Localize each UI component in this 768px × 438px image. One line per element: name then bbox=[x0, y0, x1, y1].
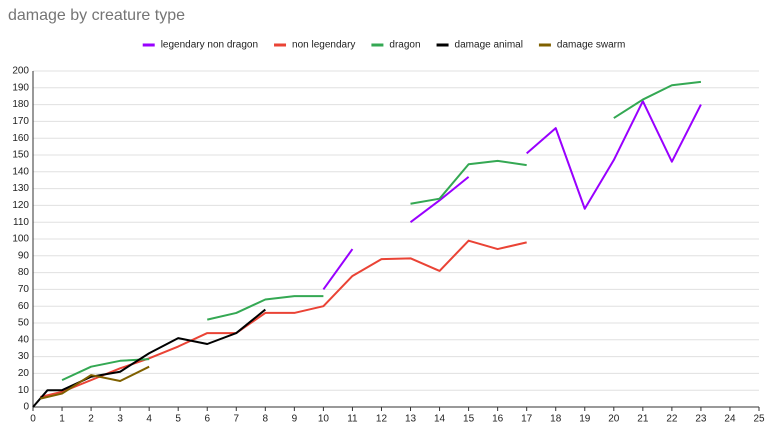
x-tick-label: 1 bbox=[59, 414, 65, 425]
x-tick-label: 16 bbox=[492, 414, 504, 425]
y-tick-label: 20 bbox=[18, 368, 30, 379]
x-tick-label: 23 bbox=[695, 414, 707, 425]
x-tick-label: 13 bbox=[405, 414, 417, 425]
x-tick-label: 9 bbox=[292, 414, 298, 425]
series-line bbox=[40, 365, 150, 400]
y-tick-label: 150 bbox=[12, 150, 29, 161]
y-tick-label: 110 bbox=[13, 217, 29, 228]
legend-label: legendary non dragon bbox=[161, 40, 258, 51]
x-tick-label: 15 bbox=[463, 414, 475, 425]
y-tick-label: 190 bbox=[12, 82, 29, 93]
y-tick-label: 0 bbox=[23, 402, 29, 413]
y-tick-label: 30 bbox=[18, 351, 30, 362]
x-tick-label: 10 bbox=[318, 414, 330, 425]
y-tick-label: 180 bbox=[12, 99, 29, 110]
x-tick-label: 25 bbox=[753, 414, 765, 425]
y-tick-label: 40 bbox=[18, 334, 30, 345]
y-tick-label: 140 bbox=[12, 166, 29, 177]
y-tick-label: 170 bbox=[12, 116, 29, 127]
y-tick-label: 200 bbox=[12, 66, 29, 77]
y-tick-label: 10 bbox=[18, 385, 30, 396]
legend-label: dragon bbox=[389, 40, 420, 51]
x-tick-label: 17 bbox=[521, 414, 533, 425]
series-line bbox=[61, 80, 702, 382]
y-tick-label: 120 bbox=[12, 200, 29, 211]
x-tick-label: 24 bbox=[724, 414, 736, 425]
series-line bbox=[40, 239, 527, 398]
x-tick-label: 22 bbox=[666, 414, 678, 425]
x-tick-label: 8 bbox=[263, 414, 269, 425]
y-tick-label: 50 bbox=[18, 318, 30, 329]
x-tick-label: 0 bbox=[30, 414, 36, 425]
x-tick-label: 5 bbox=[175, 414, 181, 425]
x-tick-label: 6 bbox=[204, 414, 210, 425]
y-tick-label: 160 bbox=[12, 133, 29, 144]
legend-label: damage swarm bbox=[557, 40, 625, 51]
series-line bbox=[32, 308, 266, 408]
x-tick-label: 11 bbox=[347, 414, 358, 425]
x-tick-label: 4 bbox=[146, 414, 152, 425]
chart-title: damage by creature type bbox=[8, 7, 185, 24]
x-tick-label: 14 bbox=[434, 414, 446, 425]
x-tick-label: 18 bbox=[550, 414, 562, 425]
x-tick-label: 21 bbox=[637, 414, 649, 425]
series-line bbox=[322, 100, 702, 290]
legend: legendary non dragon non legendary dragon d… bbox=[142, 40, 625, 51]
x-tick-label: 2 bbox=[88, 414, 94, 425]
y-tick-label: 70 bbox=[18, 284, 30, 295]
y-tick-label: 90 bbox=[18, 250, 30, 261]
legend-label: non legendary bbox=[292, 40, 355, 51]
y-tick-label: 80 bbox=[18, 267, 30, 278]
x-tick-label: 7 bbox=[233, 414, 239, 425]
y-tick-label: 100 bbox=[12, 234, 29, 245]
x-tick-label: 19 bbox=[579, 414, 591, 425]
y-tick-label: 60 bbox=[18, 301, 30, 312]
x-tick-label: 3 bbox=[117, 414, 123, 425]
x-tick-label: 12 bbox=[376, 414, 388, 425]
x-tick-label: 20 bbox=[608, 414, 620, 425]
legend-label: damage animal bbox=[455, 40, 523, 51]
y-tick-label: 130 bbox=[12, 183, 29, 194]
